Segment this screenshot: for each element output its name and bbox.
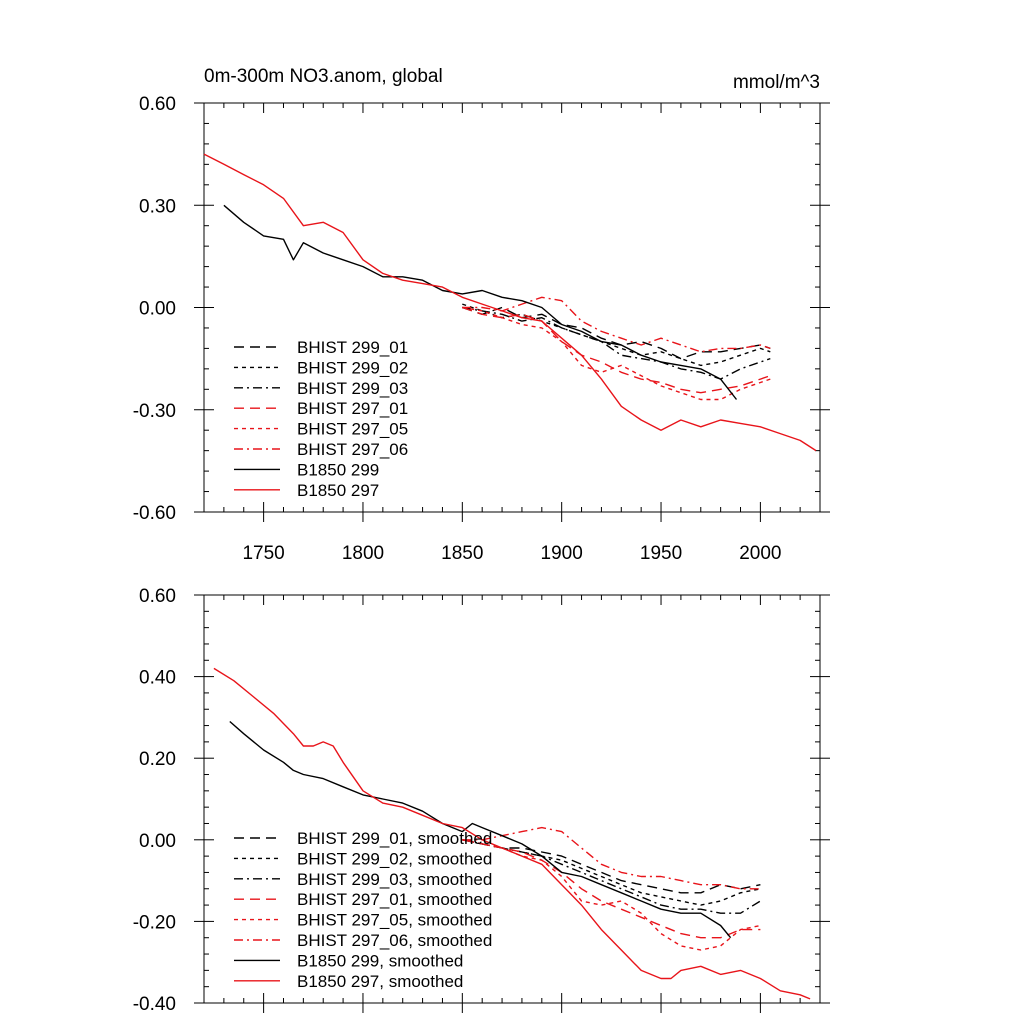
series-line (462, 839, 761, 951)
series-line (213, 667, 811, 1000)
series-line (462, 306, 771, 401)
series-line (462, 296, 771, 353)
x-tick-label: 1750 (242, 543, 284, 564)
series-line (462, 839, 761, 894)
y-tick-label: 0.00 (139, 831, 176, 852)
legend-label: BHIST 297_01, smoothed (297, 890, 492, 909)
series-line (462, 306, 771, 360)
y-tick-label: 0.00 (139, 299, 176, 320)
x-tick-label: 1800 (342, 543, 384, 564)
series-line (462, 839, 761, 914)
legend-label: B1850 299, smoothed (297, 951, 463, 970)
series-line (229, 720, 732, 939)
x-tick-label: 1950 (640, 543, 682, 564)
series-line (462, 839, 761, 939)
y-tick-label: 0.30 (139, 196, 176, 217)
legend-label: BHIST 299_02 (297, 358, 408, 377)
x-tick-label: 2000 (739, 543, 781, 564)
legend-label: B1850 297 (297, 481, 379, 500)
y-tick-label: 0.60 (139, 586, 176, 607)
legend-label: BHIST 297_06, smoothed (297, 931, 492, 950)
panel-bottom: -0.40 -0.20 0.00 0.20 0.40 0.60 BHIST 299_01, … (133, 586, 830, 1015)
y-tick-label: -0.30 (133, 401, 176, 422)
y-tick-label: -0.60 (133, 503, 176, 524)
chart-title: 0m-300m NO3.anom, global (204, 66, 443, 87)
series-line (462, 306, 771, 380)
legend-label: BHIST 299_02, smoothed (297, 849, 492, 868)
units-label: mmol/m^3 (733, 72, 820, 93)
legend-label: BHIST 297_05 (297, 420, 408, 439)
series-line (223, 204, 738, 400)
y-tick-label: 0.40 (139, 668, 176, 689)
x-tick-label: 1850 (441, 543, 483, 564)
legend-label: BHIST 299_01, smoothed (297, 829, 492, 848)
y-tick-label: -0.40 (133, 994, 176, 1015)
legend-label: BHIST 297_05, smoothed (297, 911, 492, 930)
legend-label: BHIST 299_01 (297, 338, 408, 357)
x-tick-label: 1900 (541, 543, 583, 564)
plot-frame (203, 594, 821, 1004)
panel-top: 0m-300m NO3.anom, global mmol/m^3 1750 18… (133, 66, 830, 564)
y-tick-label: -0.20 (133, 912, 176, 933)
legend-label: BHIST 297_06 (297, 440, 408, 459)
y-tick-label: 0.60 (139, 94, 176, 115)
series-line (203, 153, 817, 452)
legend-label: BHIST 299_03, smoothed (297, 870, 492, 889)
y-tick-label: 0.20 (139, 749, 176, 770)
legend-label: B1850 297, smoothed (297, 972, 463, 991)
series-line (462, 826, 761, 890)
legend-label: BHIST 299_03 (297, 379, 408, 398)
legend-label: BHIST 297_01 (297, 399, 408, 418)
legend-label: B1850 299 (297, 460, 379, 479)
